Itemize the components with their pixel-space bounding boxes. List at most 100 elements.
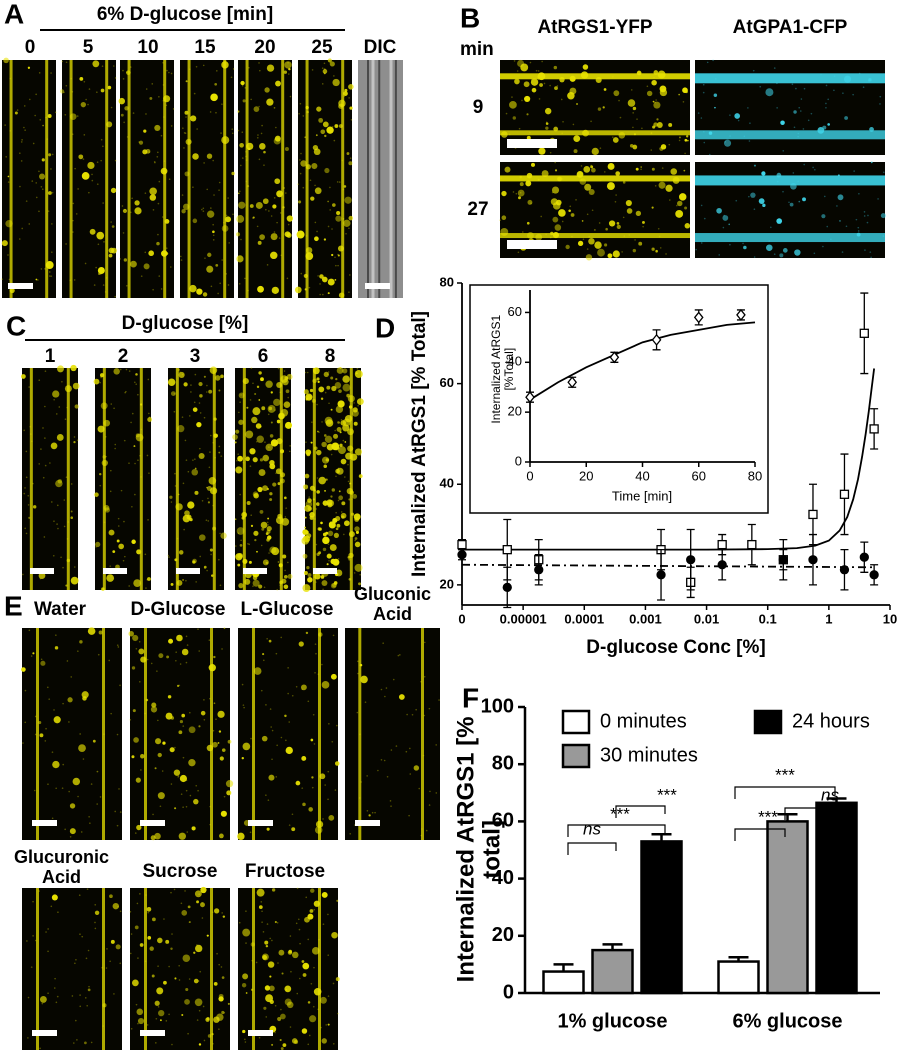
micrograph-texture <box>96 803 98 805</box>
micrograph-spot <box>538 147 546 155</box>
micrograph-texture <box>201 917 204 919</box>
micrograph-spot <box>338 446 346 455</box>
micrograph-spot <box>263 150 266 154</box>
micrograph-texture <box>312 368 316 590</box>
micrograph-texture <box>194 373 197 376</box>
micrograph-spot <box>146 906 152 912</box>
micrograph-spot <box>523 81 530 88</box>
micrograph-texture <box>348 97 350 99</box>
micrograph-spot <box>303 484 309 490</box>
micrograph-spot <box>722 215 729 221</box>
micrograph-texture <box>66 368 70 590</box>
micrograph-texture <box>299 942 301 945</box>
y-tick-label: 40 <box>492 867 514 889</box>
micrograph-texture <box>421 628 424 840</box>
micrograph-texture <box>42 476 45 479</box>
micrograph-spot <box>96 231 105 240</box>
micrograph-spot <box>339 124 343 128</box>
micrograph-texture <box>290 970 292 973</box>
micrograph-texture <box>729 243 731 246</box>
micrograph-texture <box>199 447 201 450</box>
micrograph-spot <box>185 80 188 83</box>
micrograph-texture <box>515 192 518 195</box>
micrograph-texture <box>23 429 25 432</box>
micrograph-texture <box>334 429 336 432</box>
micrograph-texture <box>163 60 167 298</box>
micrograph-spot <box>311 162 318 170</box>
micrograph-texture <box>823 195 826 198</box>
micrograph-spot <box>156 241 160 246</box>
micrograph-spot <box>324 134 327 138</box>
micrograph-spot <box>241 983 247 988</box>
micrograph-spot <box>246 500 251 505</box>
micrograph-spot <box>259 458 264 462</box>
micrograph-texture <box>102 145 104 148</box>
micrograph-texture <box>47 928 49 930</box>
micrograph-spot <box>248 560 252 564</box>
micrograph-texture <box>102 202 104 204</box>
micrograph-texture <box>38 210 40 213</box>
scale-bar <box>32 820 57 826</box>
micrograph-texture <box>186 644 189 646</box>
micrograph-texture <box>140 275 143 277</box>
micrograph-texture <box>190 384 192 386</box>
micrograph-spot <box>237 192 240 195</box>
micrograph-texture <box>313 908 316 911</box>
micrograph-texture <box>127 60 131 298</box>
micrograph-spot <box>678 93 680 96</box>
micrograph-spot <box>303 389 309 395</box>
micrograph-spot <box>112 550 116 554</box>
marker <box>656 570 666 580</box>
micrograph-texture <box>170 72 173 75</box>
micrograph-spot <box>582 64 589 70</box>
micrograph-spot <box>622 181 626 184</box>
micrograph-spot <box>283 187 285 189</box>
micrograph-texture <box>62 566 64 569</box>
micrograph-texture <box>84 997 87 999</box>
micrograph-texture <box>327 225 330 228</box>
micrograph-texture <box>74 962 76 965</box>
micrograph-spot <box>527 232 534 239</box>
micrograph-texture <box>182 482 185 485</box>
bar <box>542 970 585 995</box>
y-tick-label: 20 <box>508 404 522 419</box>
micrograph-texture <box>324 391 327 394</box>
micrograph-texture <box>131 412 134 415</box>
image-label: L-Glucose <box>241 599 334 620</box>
micrograph-texture <box>145 113 147 115</box>
micrograph-spot <box>238 201 246 209</box>
micrograph-texture <box>306 371 309 374</box>
micrograph-texture <box>122 78 125 80</box>
micrograph-spot <box>51 894 58 901</box>
micrograph-spot <box>27 66 31 69</box>
micrograph-texture <box>770 226 772 229</box>
micrograph-spot <box>312 947 320 955</box>
micrograph-texture <box>110 469 112 472</box>
micrograph-texture <box>278 237 281 239</box>
micrograph-texture <box>96 183 99 185</box>
micrograph-texture <box>219 584 222 587</box>
micrograph-texture <box>695 73 885 84</box>
micrograph-texture <box>826 225 829 228</box>
micrograph-spot <box>158 653 164 659</box>
micrograph-texture <box>708 153 711 156</box>
micrograph-texture <box>82 758 85 760</box>
micrograph-spot <box>260 521 268 529</box>
micrograph-texture <box>315 652 317 655</box>
micrograph-texture <box>280 1008 282 1011</box>
micrograph-texture <box>284 516 287 518</box>
micrograph-spot <box>348 84 354 90</box>
micrograph-texture <box>869 251 872 253</box>
micrograph-texture <box>212 159 214 162</box>
marker <box>869 570 879 580</box>
marker <box>609 351 620 364</box>
bar <box>640 840 683 995</box>
micrograph-texture <box>384 695 386 698</box>
micrograph-texture <box>23 126 25 129</box>
micrograph-texture <box>51 251 53 253</box>
micrograph-texture <box>52 554 55 557</box>
panel-title: 6% D-glucose [min] <box>97 4 273 25</box>
micrograph-spot <box>307 577 313 583</box>
micrograph-texture <box>332 634 335 637</box>
micrograph-texture <box>35 196 38 199</box>
